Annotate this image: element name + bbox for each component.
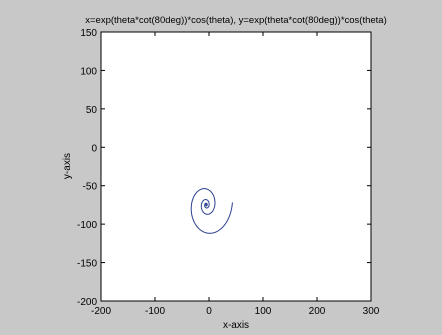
x-tick-label: -100 [145, 306, 165, 317]
x-tick-label: 200 [309, 306, 326, 317]
y-tick-label: 0 [91, 143, 97, 154]
y-tick-label: 50 [86, 105, 98, 116]
ticks-layer: -200 -100 0 100 200 300 150 100 50 0 -50 -100 -150 -2… [77, 28, 380, 317]
chart-title: x=exp(theta*cot(80deg))*cos(theta), y=ex… [85, 15, 387, 26]
y-tick-label: 100 [80, 66, 97, 77]
data-layer [190, 188, 233, 234]
x-tick-label: 100 [255, 306, 272, 317]
y-tick-label: -50 [83, 182, 98, 193]
y-tick-label: 150 [80, 28, 97, 39]
axes-box [100, 31, 372, 302]
x-axis-label: x-axis [223, 320, 249, 331]
y-axis-label: y-axis [62, 153, 73, 179]
y-tick-label: -150 [77, 259, 97, 270]
x-tick-label: 300 [363, 306, 380, 317]
y-tick-label: -200 [77, 297, 97, 308]
spiral-series-line [190, 188, 233, 234]
x-tick-label: 0 [206, 306, 212, 317]
y-tick-label: -100 [77, 220, 97, 231]
x-tick-label: -200 [91, 306, 111, 317]
